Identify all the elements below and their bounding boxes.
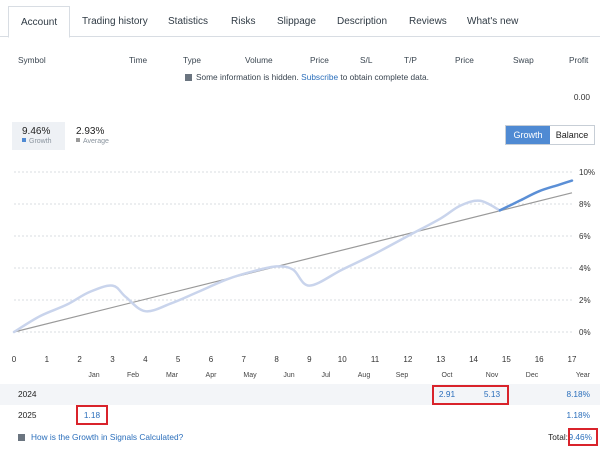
month-value: 2.91 <box>438 389 456 399</box>
highlight-box <box>432 385 509 405</box>
x-tick-label: 17 <box>568 355 577 364</box>
col-time: Time <box>129 55 148 65</box>
year-label: 2025 <box>18 410 37 420</box>
col-price: Price <box>310 55 329 65</box>
profit-total: 0.00 <box>573 92 590 102</box>
col-tp: T/P <box>404 55 417 65</box>
tab-whats-new[interactable]: What's new <box>467 16 519 27</box>
x-tick-label: 4 <box>143 355 148 364</box>
month-label: Jan <box>88 372 100 379</box>
growth-calc-link[interactable]: How is the Growth in Signals Calculated? <box>18 432 183 442</box>
x-tick-label: 12 <box>403 355 412 364</box>
month-label: May <box>243 372 257 379</box>
x-tick-label: 0 <box>12 355 17 364</box>
growth-toggle-button[interactable]: Growth <box>506 126 550 144</box>
average-label: Average <box>83 138 109 145</box>
growth-legend-dot <box>22 138 26 142</box>
y-tick-label: 6% <box>579 232 591 241</box>
tab-description[interactable]: Description <box>337 16 388 27</box>
year-total: 1.18% <box>566 410 590 420</box>
month-label: Apr <box>205 372 217 379</box>
x-tick-label: 16 <box>535 355 544 364</box>
subscribe-link[interactable]: Subscribe <box>301 72 339 82</box>
average-summary-card[interactable]: 2.93% Average <box>66 122 126 150</box>
month-label: Mar <box>165 372 179 379</box>
x-tick-label: 6 <box>209 355 214 364</box>
x-tick-label: 13 <box>436 355 445 364</box>
month-value: 1.18 <box>83 410 101 420</box>
hidden-info-suffix: to obtain complete data. <box>340 72 429 82</box>
tab-bar: Account Trading history Statistics Risks… <box>0 0 600 38</box>
x-tick-label: 7 <box>242 355 247 364</box>
month-label: Dec <box>525 372 539 379</box>
highlight-box <box>76 405 108 425</box>
year-header: Year <box>575 372 590 379</box>
average-legend-dot <box>76 138 80 142</box>
year-label: 2024 <box>18 389 37 399</box>
growth-series-line <box>12 199 502 334</box>
y-tick-label: 8% <box>579 200 591 209</box>
col-swap: Swap <box>513 55 534 65</box>
y-tick-label: 0% <box>579 328 591 337</box>
tab-risks[interactable]: Risks <box>231 16 256 27</box>
col-close-price: Price <box>455 55 474 65</box>
total-value: 9.46% <box>568 432 592 442</box>
x-tick-label: 1 <box>45 355 50 364</box>
col-volume: Volume <box>245 55 273 65</box>
highlight-box <box>568 428 598 446</box>
year-row-2025: 2025 1.18 1.18% <box>0 405 600 426</box>
month-label: Nov <box>485 372 499 379</box>
hidden-info-notice: Some information is hidden. Subscribe to… <box>185 72 429 82</box>
y-tick-label: 4% <box>579 264 591 273</box>
col-symbol: Symbol <box>18 55 46 65</box>
growth-chart: 0%2%4%6%8%10%0 1 2 3 4 5 6 7 8 9 10 11 12 13 14 15 16 17 <box>12 168 595 364</box>
y-tick-label: 2% <box>579 296 591 305</box>
month-label: Feb <box>126 372 140 379</box>
x-tick-label: 8 <box>274 355 279 364</box>
x-tick-label: 11 <box>371 355 380 364</box>
average-value: 2.93% <box>76 126 105 137</box>
x-tick-label: 2 <box>77 355 82 364</box>
hidden-info-prefix: Some information is hidden. <box>196 72 299 82</box>
chart-mode-toggle: Growth Balance <box>505 125 595 145</box>
y-tick-label: 10% <box>579 168 595 177</box>
month-label: Aug <box>357 372 371 379</box>
tab-trading-history[interactable]: Trading history <box>82 16 148 27</box>
month-label: Sep <box>395 372 409 379</box>
tab-slippage[interactable]: Slippage <box>277 16 316 27</box>
x-tick-label: 3 <box>110 355 115 364</box>
average-trend-line <box>13 192 573 333</box>
growth-calc-link-text[interactable]: How is the Growth in Signals Calculated? <box>31 432 184 442</box>
growth-label: Growth <box>29 138 52 145</box>
balance-toggle-button[interactable]: Balance <box>550 126 594 144</box>
year-total: 8.18% <box>566 389 590 399</box>
tab-account[interactable]: Account <box>8 6 71 38</box>
col-profit: Profit <box>569 55 589 65</box>
col-type: Type <box>183 55 201 65</box>
month-value: 5.13 <box>483 389 501 399</box>
x-tick-label: 15 <box>502 355 511 364</box>
total-label: Total: <box>548 432 568 442</box>
info-icon <box>185 74 192 81</box>
growth-recent-line <box>498 179 574 212</box>
month-label: Oct <box>441 372 453 379</box>
tab-reviews[interactable]: Reviews <box>409 16 447 27</box>
month-label: Jul <box>321 372 331 379</box>
x-tick-label: 9 <box>307 355 312 364</box>
month-label: Jun <box>283 372 295 379</box>
x-tick-label: 10 <box>338 355 347 364</box>
col-sl: S/L <box>360 55 373 65</box>
info-icon <box>18 434 25 441</box>
growth-summary-card[interactable]: 9.46% Growth <box>12 122 65 150</box>
x-tick-label: 5 <box>176 355 181 364</box>
growth-value: 9.46% <box>22 126 51 137</box>
x-tick-label: 14 <box>469 355 478 364</box>
tab-statistics[interactable]: Statistics <box>168 16 209 27</box>
year-row-2024: 2024 2.91 5.13 8.18% <box>0 384 600 405</box>
